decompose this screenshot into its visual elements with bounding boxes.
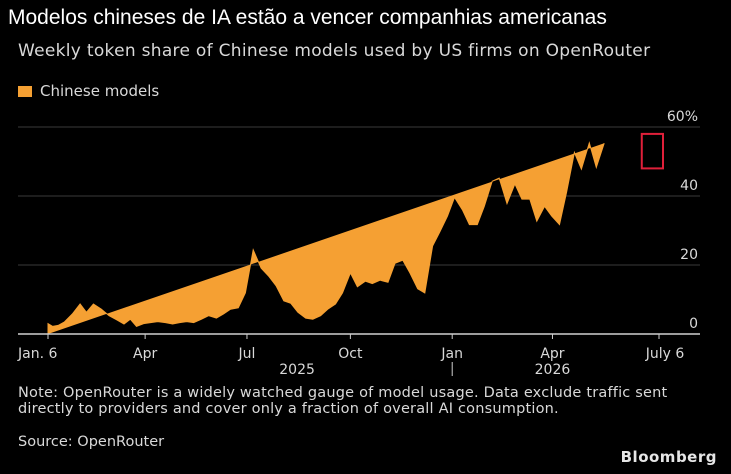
x-tick-label: Jul bbox=[238, 346, 256, 362]
legend-swatch bbox=[18, 85, 32, 97]
x-axis-ticks: Jan. 6 Apr Jul Oct Jan Apr July 6 2025 2026 bbox=[17, 334, 684, 378]
x-tick-label: Jan. 6 bbox=[17, 346, 57, 362]
legend: Chinese models bbox=[18, 82, 159, 100]
x-tick-label: July 6 bbox=[645, 346, 685, 362]
headline: Modelos chineses de IA estão a vencer co… bbox=[8, 6, 607, 29]
highlight-box bbox=[640, 132, 664, 170]
year-label: 2025 bbox=[279, 362, 315, 378]
y-tick-label: 40 bbox=[680, 178, 698, 194]
note-text: Note: OpenRouter is a widely watched gau… bbox=[18, 385, 668, 417]
y-tick-label: 0 bbox=[689, 316, 698, 332]
y-tick-label: 60% bbox=[667, 109, 698, 125]
x-tick-label: Jan bbox=[440, 346, 463, 362]
x-tick-label: Apr bbox=[540, 346, 564, 362]
series-area bbox=[47, 141, 605, 334]
legend-label: Chinese models bbox=[40, 82, 160, 100]
source-text: Source: OpenRouter bbox=[18, 434, 165, 450]
chart-title: Weekly token share of Chinese models use… bbox=[18, 41, 651, 61]
year-label: 2026 bbox=[535, 362, 571, 378]
highlight-rect bbox=[640, 132, 664, 170]
x-tick-label: Oct bbox=[338, 346, 363, 362]
y-tick-label: 20 bbox=[680, 247, 698, 263]
bloomberg-logo: Bloomberg bbox=[620, 448, 717, 466]
x-tick-label: Apr bbox=[133, 346, 157, 362]
y-axis-ticks: 0 20 40 60% bbox=[667, 109, 698, 332]
series-chinese-models bbox=[47, 141, 605, 334]
footnote: Note: OpenRouter is a widely watched gau… bbox=[18, 385, 708, 417]
